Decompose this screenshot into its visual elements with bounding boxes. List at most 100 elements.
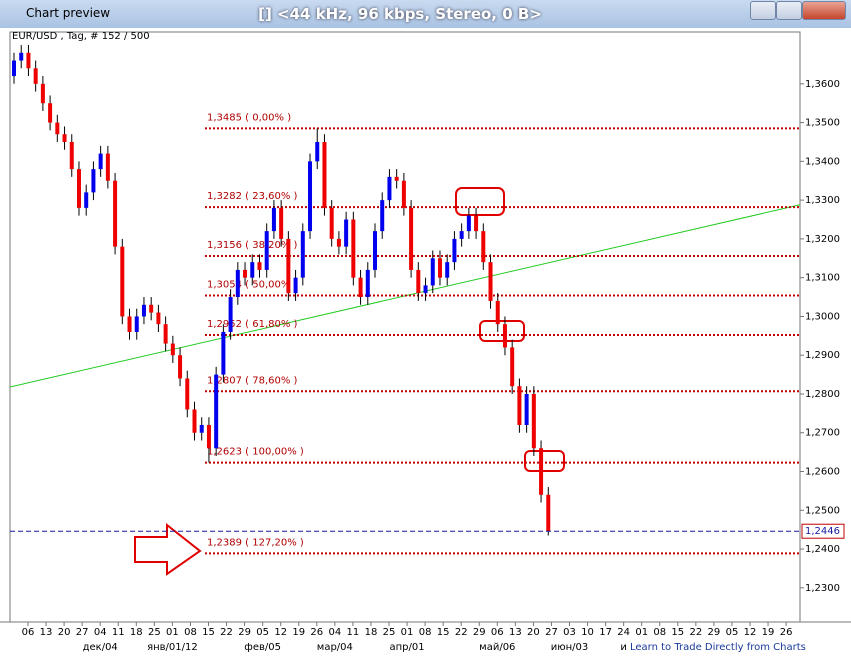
window-caption: [] <44 kHz, 96 kbps, Stereo, 0 B> [258,5,542,23]
fib-label: 1,3485 ( 0,00% ) [207,112,291,123]
candle-body [48,103,53,123]
month-label: апр/01 [389,642,424,653]
x-tick-label: 12 [274,627,287,638]
y-tick-label: 1,3000 [805,311,840,322]
plot-area [9,31,801,623]
y-tick-label: 1,3500 [805,118,840,129]
x-tick-label: 03 [563,627,576,638]
x-tick-label: 12 [744,627,757,638]
candle-body [98,153,103,170]
fib-label: 1,2389 ( 127,20% ) [207,537,304,548]
month-label: мар/04 [317,642,353,653]
candle-body [228,297,233,332]
x-tick-label: 18 [130,627,143,638]
candle-body [481,231,486,263]
x-tick-label: 01 [401,627,414,638]
candle-body [452,238,457,263]
fib-label: 1,3282 ( 23,60% ) [207,191,298,202]
candle-body [437,258,442,278]
candle-body [185,378,190,410]
x-tick-label: 24 [617,627,630,638]
x-tick-label: 10 [581,627,594,638]
candle-body [373,231,377,270]
month-label: фев/05 [244,642,281,653]
candle-body [134,316,139,332]
x-tick-label: 05 [726,627,739,638]
candle-body [423,285,428,294]
candle-body [459,231,464,239]
x-tick-label: 29 [473,627,486,638]
candle-body [546,494,551,532]
x-tick-label: 26 [310,627,323,638]
x-tick-label: 05 [256,627,269,638]
symbol-info: EUR/USD , Tag, # 152 / 500 [12,31,150,42]
footer-link[interactable]: Learn to Trade Directly from Charts [630,642,806,653]
candle-body [293,277,298,294]
candle-body [206,424,211,449]
month-label: май/06 [479,642,515,653]
x-tick-label: 01 [166,627,179,638]
x-tick-label: 01 [635,627,648,638]
x-tick-label: 26 [780,627,793,638]
x-tick-label: 20 [527,627,540,638]
y-tick-label: 1,2500 [805,505,840,516]
candle-body [271,207,276,232]
candle-body [257,262,262,270]
x-tick-label: 22 [455,627,468,638]
y-tick-label: 1,2700 [805,428,840,439]
fib-label: 1,3156 ( 38,20% ) [207,240,298,251]
current-price-label: 1,2446 [805,526,840,537]
candle-body [214,374,219,449]
candle-body [19,52,24,61]
minimize-button[interactable] [750,1,776,20]
x-tick-label: 04 [328,627,341,638]
candle-body [539,448,544,495]
month-label: дек/04 [83,642,118,653]
candle-body [401,180,406,208]
candle-body [33,68,38,84]
fib-label: 1,2807 ( 78,60% ) [207,375,298,386]
x-tick-label: 29 [708,627,721,638]
month-label: янв/01/12 [147,642,198,653]
fib-label: 1,2952 ( 61,80% ) [207,319,298,330]
candle-body [387,176,392,201]
candle-body [416,269,421,294]
candle-body [351,219,356,278]
candle-body [315,141,320,162]
candle-body [221,331,226,375]
month-label: июн/03 [551,642,589,653]
candle-body [336,238,341,247]
x-tick-label: 13 [509,627,522,638]
candle-body [243,269,248,278]
y-tick-label: 1,3100 [805,273,840,284]
x-tick-label: 13 [40,627,53,638]
candle-body [235,269,240,298]
close-button[interactable] [802,1,846,20]
x-tick-label: 06 [491,627,504,638]
x-tick-label: 18 [365,627,378,638]
candle-body [163,324,168,344]
y-tick-label: 1,2400 [805,544,840,555]
x-tick-label: 15 [437,627,450,638]
candle-body [12,60,16,77]
candle-body [91,169,96,193]
x-tick-label: 19 [762,627,775,638]
x-tick-label: 15 [671,627,684,638]
y-tick-label: 1,3300 [805,195,840,206]
maximize-button[interactable] [776,1,802,20]
candle-body [344,219,349,247]
candle-body [445,262,450,278]
y-tick-label: 1,3400 [805,156,840,167]
y-tick-label: 1,2600 [805,467,840,478]
x-tick-label: 29 [238,627,251,638]
title-bar: Chart preview [] <44 kHz, 96 kbps, Stere… [0,0,851,28]
candle-body [430,258,435,286]
candle-body [517,386,522,425]
candle-body [279,207,284,239]
candle-body [120,246,125,317]
candle-body [250,262,255,278]
current-price-box [801,523,845,539]
fib-label: 1,2623 ( 100,00% ) [207,447,304,458]
y-tick-label: 1,2300 [805,583,840,594]
candle-body [488,262,493,301]
